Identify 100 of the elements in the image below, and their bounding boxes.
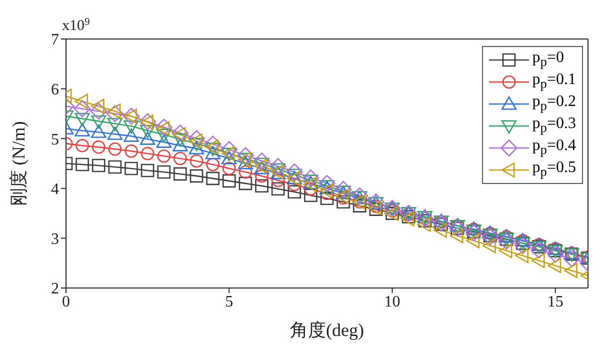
point — [190, 154, 204, 168]
point — [498, 243, 512, 258]
point — [288, 185, 302, 199]
point — [270, 163, 286, 177]
point — [140, 124, 156, 138]
x-tick-label: 5 — [225, 293, 234, 310]
point — [139, 113, 156, 130]
point — [546, 246, 564, 263]
text: x10$^{9}$ — [62, 16, 90, 34]
point — [401, 211, 414, 226]
point — [140, 164, 154, 178]
point — [222, 162, 236, 176]
point — [188, 130, 205, 148]
point — [368, 200, 382, 216]
point — [76, 138, 89, 152]
point — [236, 147, 254, 164]
point — [74, 100, 91, 118]
point — [434, 222, 447, 238]
point — [174, 152, 187, 166]
point — [205, 140, 219, 155]
point — [220, 141, 238, 158]
point — [270, 158, 287, 175]
point — [122, 108, 140, 125]
point — [124, 120, 139, 134]
y-tick-label: 6 — [51, 81, 59, 98]
x-tick-label: 15 — [547, 293, 564, 310]
legend-label: p$_{p}$=0.2 — [532, 93, 576, 115]
point — [124, 128, 139, 142]
point — [156, 134, 172, 148]
point — [482, 238, 496, 254]
point — [255, 179, 268, 193]
point — [564, 263, 578, 278]
point — [124, 162, 138, 176]
point — [271, 174, 285, 188]
point — [304, 188, 318, 202]
point — [417, 216, 431, 232]
y-axis-title: 刚度 (N/m) — [8, 121, 28, 206]
point — [174, 167, 187, 181]
point — [190, 169, 204, 183]
point — [205, 142, 220, 156]
y-tick-label: 7 — [51, 32, 59, 49]
point — [90, 102, 108, 120]
point — [107, 118, 122, 132]
x-tick-label: 0 — [62, 293, 70, 310]
point — [92, 158, 106, 172]
point — [303, 176, 316, 192]
point — [172, 124, 189, 142]
point — [222, 150, 237, 164]
point — [465, 224, 482, 242]
point — [106, 105, 124, 122]
legend-label: p$_{p}$=0 — [532, 49, 564, 71]
point — [255, 169, 268, 183]
point — [140, 132, 156, 145]
point — [498, 232, 515, 250]
point — [74, 94, 88, 109]
y-tick-label: 5 — [51, 131, 59, 148]
point — [206, 158, 220, 172]
y-tick-label: 2 — [51, 280, 59, 298]
point — [302, 169, 320, 186]
point — [205, 146, 220, 160]
point — [157, 165, 171, 179]
point — [156, 128, 172, 142]
point — [91, 115, 106, 129]
point — [466, 233, 480, 248]
point — [108, 142, 122, 156]
point — [532, 253, 545, 268]
point — [204, 136, 222, 153]
point — [271, 182, 285, 196]
point — [157, 149, 171, 163]
point — [515, 248, 528, 264]
point — [254, 158, 270, 172]
point — [514, 237, 532, 254]
point — [76, 158, 89, 172]
point — [352, 199, 366, 212]
y-tick-label: 3 — [51, 230, 59, 248]
point — [188, 134, 202, 149]
x-axis-title: 角度(deg) — [290, 320, 364, 340]
point — [548, 258, 562, 274]
point — [286, 164, 303, 180]
x-tick-label: 10 — [384, 293, 400, 310]
point — [304, 182, 318, 196]
point — [482, 228, 499, 246]
point — [253, 152, 270, 170]
point — [563, 250, 580, 268]
point — [432, 214, 450, 232]
point — [288, 178, 302, 192]
point — [238, 156, 253, 170]
point — [351, 187, 368, 204]
point — [172, 127, 186, 142]
legend-label: p$_{p}$=0.3 — [532, 115, 576, 137]
point — [450, 228, 464, 244]
point — [188, 141, 204, 154]
point — [92, 140, 106, 154]
point — [334, 180, 352, 198]
legend-label: p$_{p}$=0.5 — [532, 159, 576, 181]
point — [74, 112, 90, 126]
point — [318, 174, 336, 192]
point — [172, 138, 188, 152]
point — [336, 188, 350, 204]
point — [74, 123, 90, 136]
